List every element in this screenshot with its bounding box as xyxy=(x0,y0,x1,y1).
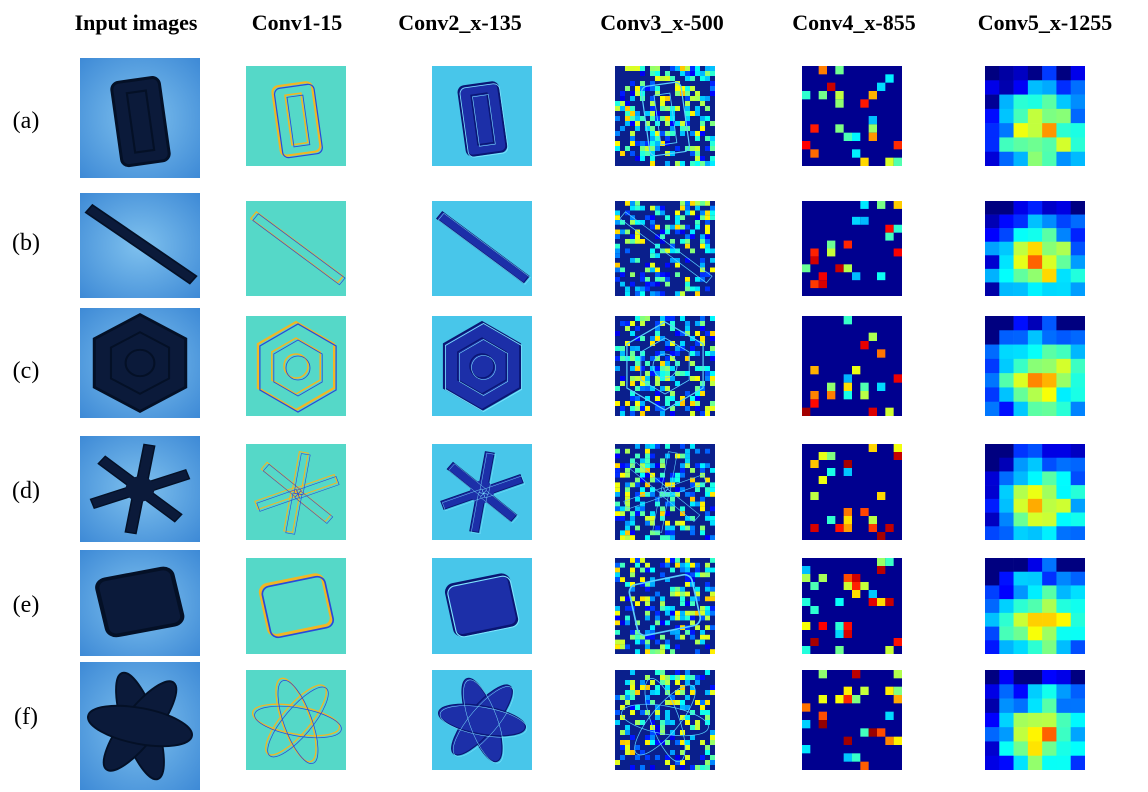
input-tile-row-c xyxy=(80,308,200,418)
feature-map xyxy=(802,316,902,416)
feature-map xyxy=(802,558,902,654)
conv5-tile-row-e xyxy=(985,558,1085,654)
conv2-tile-row-f xyxy=(432,670,532,770)
row-label-c: (c) xyxy=(12,358,40,384)
conv1-tile-row-a xyxy=(246,66,346,166)
conv3-tile-row-d xyxy=(615,444,715,540)
conv3-tile-row-e xyxy=(615,558,715,654)
column-header-conv3: Conv3_x-500 xyxy=(600,10,724,35)
row-label-b: (b) xyxy=(12,230,40,256)
conv4-tile-row-f xyxy=(802,670,902,770)
column-header-conv4: Conv4_x-855 xyxy=(792,10,916,35)
crystal-image xyxy=(80,308,200,418)
conv4-tile-row-e xyxy=(802,558,902,654)
conv3-tile-row-b xyxy=(615,201,715,296)
conv1-tile-row-c xyxy=(246,316,346,416)
row-label-a: (a) xyxy=(12,108,40,134)
input-tile-row-a xyxy=(80,58,200,178)
feature-map xyxy=(432,201,532,296)
conv1-tile-row-f xyxy=(246,670,346,770)
conv5-tile-row-c xyxy=(985,316,1085,416)
feature-map xyxy=(432,670,532,770)
feature-map xyxy=(432,316,532,416)
feature-map xyxy=(432,558,532,654)
feature-map xyxy=(615,66,715,166)
conv2-tile-row-b xyxy=(432,201,532,296)
conv3-tile-row-f xyxy=(615,670,715,770)
feature-map xyxy=(246,670,346,770)
row-label-f: (f) xyxy=(14,704,38,730)
crystal-image xyxy=(80,58,200,178)
feature-map xyxy=(246,66,346,166)
feature-map xyxy=(802,670,902,770)
conv5-tile-row-d xyxy=(985,444,1085,540)
conv4-tile-row-a xyxy=(802,66,902,166)
feature-map xyxy=(432,444,532,540)
feature-map xyxy=(985,558,1085,654)
conv5-tile-row-a xyxy=(985,66,1085,166)
conv5-tile-row-f xyxy=(985,670,1085,770)
feature-map xyxy=(615,558,715,654)
conv1-tile-row-d xyxy=(246,444,346,540)
feature-map xyxy=(615,201,715,296)
feature-map xyxy=(985,201,1085,296)
conv4-tile-row-b xyxy=(802,201,902,296)
feature-map xyxy=(246,201,346,296)
column-header-conv5: Conv5_x-1255 xyxy=(977,10,1113,35)
crystal-image xyxy=(80,662,200,790)
conv2-tile-row-c xyxy=(432,316,532,416)
feature-map xyxy=(985,670,1085,770)
column-header-conv1: Conv1-15 xyxy=(251,10,343,35)
input-tile-row-b xyxy=(80,193,200,298)
conv4-tile-row-c xyxy=(802,316,902,416)
column-header-input-images: Input images xyxy=(74,10,198,35)
feature-map xyxy=(985,316,1085,416)
row-label-d: (d) xyxy=(12,478,40,504)
feature-map xyxy=(246,444,346,540)
feature-map xyxy=(802,201,902,296)
feature-map xyxy=(615,444,715,540)
feature-map xyxy=(615,316,715,416)
feature-map xyxy=(985,66,1085,166)
crystal-image xyxy=(80,193,200,298)
input-tile-row-d xyxy=(80,436,200,542)
conv4-tile-row-d xyxy=(802,444,902,540)
conv3-tile-row-c xyxy=(615,316,715,416)
input-tile-row-f xyxy=(80,662,200,790)
conv5-tile-row-b xyxy=(985,201,1085,296)
row-label-e: (e) xyxy=(12,592,40,618)
crystal-image xyxy=(80,436,200,542)
conv2-tile-row-d xyxy=(432,444,532,540)
feature-map xyxy=(615,670,715,770)
feature-map xyxy=(802,444,902,540)
feature-map xyxy=(432,66,532,166)
conv1-tile-row-e xyxy=(246,558,346,654)
input-tile-row-e xyxy=(80,550,200,656)
feature-map xyxy=(246,558,346,654)
conv2-tile-row-a xyxy=(432,66,532,166)
conv1-tile-row-b xyxy=(246,201,346,296)
feature-map xyxy=(246,316,346,416)
feature-map xyxy=(802,66,902,166)
conv2-tile-row-e xyxy=(432,558,532,654)
crystal-image xyxy=(80,550,200,656)
column-header-conv2: Conv2_x-135 xyxy=(398,10,522,35)
conv3-tile-row-a xyxy=(615,66,715,166)
feature-map xyxy=(985,444,1085,540)
